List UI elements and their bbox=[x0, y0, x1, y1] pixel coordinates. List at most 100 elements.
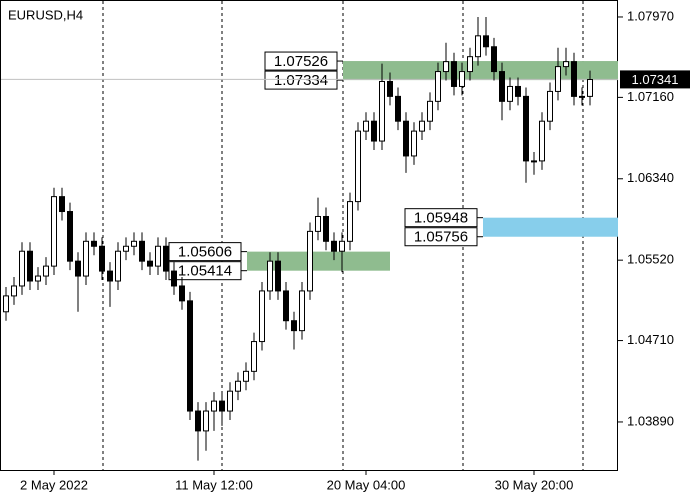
candle-body bbox=[115, 250, 121, 282]
candle-body bbox=[363, 120, 369, 132]
zone-label-box bbox=[264, 51, 338, 71]
candle-body bbox=[467, 56, 473, 73]
candle-body bbox=[267, 260, 273, 292]
candle-body bbox=[491, 46, 497, 73]
candle-body bbox=[27, 250, 33, 282]
y-tick-label: 1.03890 bbox=[627, 413, 674, 428]
candle-body bbox=[211, 400, 217, 412]
zone-label: 1.05756 bbox=[414, 229, 468, 246]
candle-body bbox=[347, 201, 353, 242]
candle-body bbox=[259, 290, 265, 343]
candle-body bbox=[563, 61, 569, 68]
candle-body bbox=[171, 270, 177, 287]
candle-body bbox=[379, 80, 385, 142]
x-tick-label: 11 May 12:00 bbox=[175, 477, 253, 492]
candle-body bbox=[187, 300, 193, 412]
y-tick-label: 1.07160 bbox=[627, 89, 674, 104]
candle-body bbox=[227, 390, 233, 412]
candle-body bbox=[339, 240, 345, 252]
candle-body bbox=[579, 95, 585, 98]
candle-body bbox=[99, 245, 105, 272]
candle-body bbox=[411, 130, 417, 157]
current-price-box bbox=[620, 70, 690, 89]
candle-body bbox=[403, 120, 409, 157]
candle-body bbox=[299, 290, 305, 332]
candle-body bbox=[451, 61, 457, 87]
candle-body bbox=[355, 130, 361, 203]
y-tick-label: 1.06340 bbox=[627, 170, 674, 185]
candle-body bbox=[11, 285, 17, 297]
zone-label-box bbox=[404, 208, 478, 228]
candle-body bbox=[515, 85, 521, 97]
zone-label: 1.05414 bbox=[178, 263, 232, 280]
candle-body bbox=[251, 341, 257, 372]
candle-body bbox=[371, 120, 377, 142]
zone-label: 1.05606 bbox=[178, 244, 232, 261]
candle-body bbox=[51, 196, 57, 267]
candle-body bbox=[427, 100, 433, 122]
candle-body bbox=[91, 240, 97, 247]
candle-body bbox=[35, 275, 41, 282]
candle-body bbox=[435, 71, 441, 102]
chart-title: EURUSD,H4 bbox=[8, 7, 83, 22]
candle-body bbox=[323, 215, 329, 242]
zone-label-box bbox=[404, 227, 478, 247]
candle-body bbox=[67, 211, 73, 262]
candle-body bbox=[195, 410, 201, 432]
zone-label: 1.07526 bbox=[274, 53, 328, 70]
candle-body bbox=[555, 66, 561, 92]
candle-body bbox=[131, 240, 137, 247]
candle-body bbox=[19, 250, 25, 287]
candle-body bbox=[291, 320, 297, 332]
x-tick-label: 20 May 04:00 bbox=[327, 477, 406, 492]
candle-body bbox=[531, 160, 537, 163]
y-tick-label: 1.04710 bbox=[627, 332, 674, 347]
zone bbox=[247, 251, 390, 271]
candle-body bbox=[475, 35, 481, 58]
x-tick-label: 30 May 20:00 bbox=[495, 477, 574, 492]
candle-body bbox=[83, 240, 89, 277]
candle-body bbox=[507, 85, 513, 102]
candle-body bbox=[139, 240, 145, 262]
candle-body bbox=[123, 245, 129, 252]
candle-body bbox=[395, 95, 401, 122]
x-tick-label: 2 May 2022 bbox=[20, 477, 88, 492]
zone-label: 1.05948 bbox=[414, 210, 468, 227]
candle-body bbox=[155, 245, 161, 267]
y-tick-label: 1.07970 bbox=[627, 8, 674, 23]
candle-body bbox=[523, 95, 529, 162]
candle-body bbox=[499, 71, 505, 102]
candle-body bbox=[107, 270, 113, 282]
candle-body bbox=[59, 196, 65, 213]
candle-body bbox=[3, 295, 9, 313]
candle-body bbox=[283, 290, 289, 322]
candle-body bbox=[547, 90, 553, 122]
candle-body bbox=[443, 61, 449, 73]
candle-body bbox=[331, 240, 337, 252]
candle-body bbox=[307, 230, 313, 292]
candle-body bbox=[75, 260, 81, 277]
candle-body bbox=[587, 79, 593, 97]
zone-label: 1.07334 bbox=[274, 72, 328, 89]
candle-body bbox=[571, 61, 577, 97]
candle-body bbox=[275, 260, 281, 292]
y-tick-label: 1.05520 bbox=[627, 252, 674, 267]
candle-body bbox=[387, 80, 393, 97]
candle-body bbox=[483, 35, 489, 48]
candle-body bbox=[219, 400, 225, 412]
candle-body bbox=[539, 120, 545, 162]
candle-body bbox=[243, 370, 249, 382]
candle-body bbox=[147, 260, 153, 267]
candle-body bbox=[163, 245, 169, 272]
current-price-label: 1.07341 bbox=[632, 72, 679, 87]
candle-body bbox=[179, 285, 185, 302]
candle-body bbox=[419, 120, 425, 132]
candle-body bbox=[203, 410, 209, 432]
candle-body bbox=[235, 380, 241, 392]
candle-body bbox=[315, 215, 321, 232]
zone bbox=[343, 61, 618, 81]
zone bbox=[483, 217, 618, 237]
candle-body bbox=[459, 71, 465, 87]
zone-label-box bbox=[264, 70, 338, 90]
